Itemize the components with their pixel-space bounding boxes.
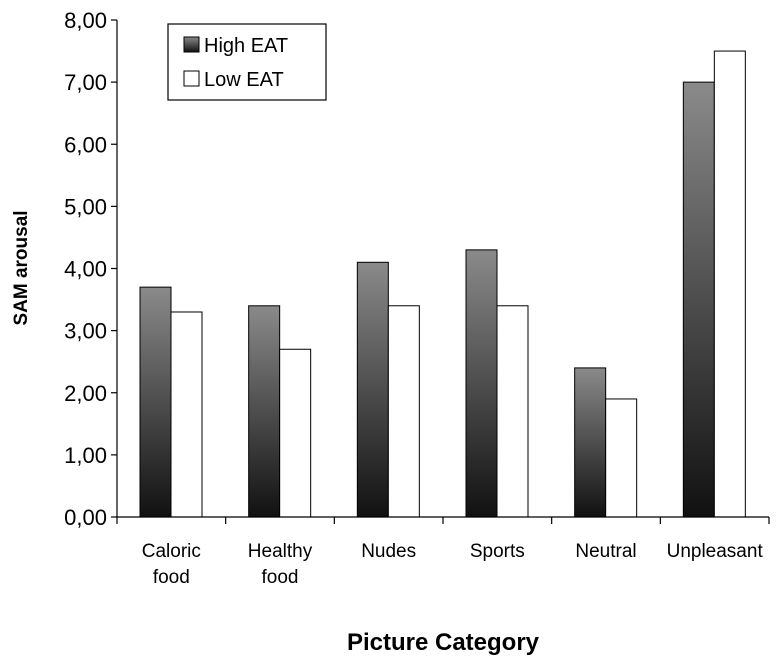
bar-low-eat (279, 348, 312, 518)
y-tick-label: 7,00 (64, 70, 107, 95)
y-tick-label: 2,00 (64, 381, 107, 406)
bar-high-eat (356, 261, 389, 518)
x-category-label: Sports (470, 541, 525, 562)
bar-high-eat (574, 367, 607, 518)
y-tick-label: 0,00 (64, 505, 107, 530)
y-tick-label: 3,00 (64, 319, 107, 344)
y-tick-label: 5,00 (64, 194, 107, 219)
bar-high-eat (248, 305, 281, 518)
legend-label-low-eat: Low EAT (204, 69, 284, 91)
x-category-label: Neutral (575, 541, 636, 562)
legend-swatch-low-eat (183, 70, 200, 87)
legend-label-high-eat: High EAT (204, 35, 288, 57)
y-tick-label: 4,00 (64, 257, 107, 282)
y-tick-label: 1,00 (64, 443, 107, 468)
x-category-label: Unpleasant (667, 541, 764, 562)
bar-low-eat (605, 398, 638, 518)
y-tick-label: 6,00 (64, 132, 107, 157)
x-category-label: Caloric food (142, 541, 201, 588)
bar-high-eat (139, 286, 172, 518)
legend-swatch-high-eat (183, 36, 200, 53)
y-axis-title: SAM arousal (11, 210, 32, 325)
x-category-label: Nudes (361, 541, 416, 562)
bar-low-eat (496, 305, 529, 518)
bar-low-eat (713, 50, 746, 518)
x-categories: Caloric food Healthy food Nudes Sports Neutral… (116, 517, 770, 588)
bar-low-eat (387, 305, 420, 518)
y-tick-label: 8,00 (64, 8, 107, 33)
y-ticks: 0,00 1,00 2,00 3,00 4,00 5,00 6,00 7,00 8,00 (64, 8, 117, 530)
bars-layer (139, 50, 746, 518)
x-category-label: Healthy food (248, 541, 313, 588)
bar-low-eat (170, 311, 203, 518)
bar-high-eat (682, 81, 715, 518)
x-axis-title: Picture Category (347, 629, 540, 656)
legend: High EAT Low EAT (167, 23, 327, 101)
bar-high-eat (465, 249, 498, 518)
